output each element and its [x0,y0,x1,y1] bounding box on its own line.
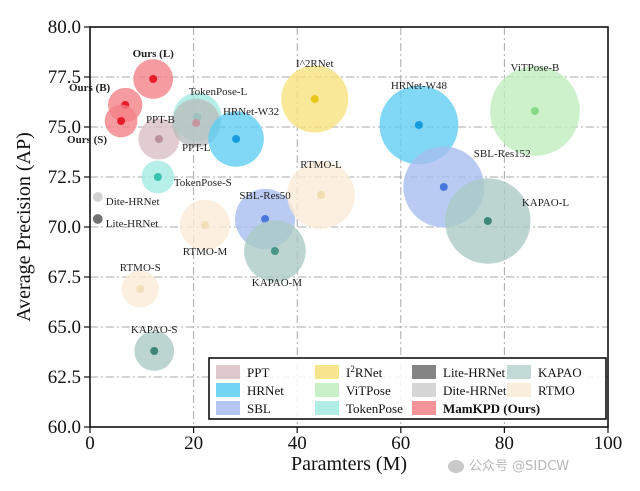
y-tick-label: 62.5 [48,367,81,388]
point-label: SBL-Res152 [474,148,531,160]
point-label: KAPAO-L [522,197,570,209]
watermark: 公众号 @SIDCW [448,455,569,474]
point-label: KAPAO-S [131,324,178,336]
bubble-center-dot [317,191,326,199]
point-label: RTMO-S [120,262,161,274]
point-label: HRNet-W48 [391,80,448,92]
x-tick-label: 80 [495,433,514,454]
y-tick-label: 67.5 [48,267,81,288]
legend-swatch [412,365,436,379]
bubble-center-dot [439,183,448,191]
legend-label: Lite-HRNet [443,365,505,380]
y-tick-label: 60.0 [48,417,81,438]
point-label: Ours (S) [67,134,107,146]
bubble-center-dot [232,135,241,143]
bubble-center-dot [154,135,163,143]
x-tick-label: 20 [184,433,203,454]
point-label: PPT-L [182,142,211,154]
point-label: Dite-HRNet [106,196,160,208]
legend-label: MamKPD (Ours) [443,401,540,416]
y-tick-label: 75.0 [48,117,81,138]
legend-swatch [412,383,436,397]
wechat-icon [448,460,464,473]
point-label: RTMO-L [300,159,342,171]
y-tick-label: 80.0 [48,17,81,38]
legend-label: Dite-HRNet [443,383,507,398]
bubble-center-dot [270,247,279,255]
bubble-center-dot [136,285,145,293]
x-tick-label: 0 [85,433,95,454]
legend-label: I2RNet [346,364,383,380]
legend-label: TokenPose [346,401,403,416]
x-tick-label: 100 [594,433,623,454]
bubble-center-dot [192,119,201,127]
bubble-center-dot [117,117,126,125]
bubble-center-dot [414,121,423,129]
bubble-center-dot [483,217,492,225]
x-tick-label: 40 [288,433,307,454]
bubble-center-dot [93,192,103,202]
legend-swatch [216,401,240,415]
point-label: HRNet-W32 [223,106,279,118]
bubble-center-dot [150,347,159,355]
legend-swatch [412,401,436,415]
point-label: KAPAO-M [252,277,303,289]
legend: PPT HRNet SBL I2RNet ViTPose TokenPose Lite-HR… [208,357,607,420]
y-tick-label: 65.0 [48,317,81,338]
bubble-center-dot [93,214,103,224]
bubbles [92,59,580,371]
legend-label: SBL [247,401,271,416]
bubble-center-dot [530,107,539,115]
legend-swatch [507,383,531,397]
point-label: TokenPose-L [189,86,248,98]
bubble-center-dot [153,173,162,181]
x-axis-title: Paramters (M) [291,453,407,475]
y-tick-label: 72.5 [48,167,81,188]
legend-swatch [315,365,339,379]
y-axis-ticks: 60.0 62.5 65.0 67.5 70.0 72.5 75.0 77.5 80.0 [48,17,90,438]
legend-label: PPT [247,365,269,380]
point-label: ViTPose-B [511,62,560,74]
y-tick-label: 70.0 [48,217,81,238]
legend-swatch [216,365,240,379]
point-label: I^2RNet [296,58,334,70]
bubble-center-dot [200,221,209,229]
legend-swatch [507,365,531,379]
point-label: TokenPose-S [174,177,232,189]
legend-label: HRNet [247,383,284,398]
legend-swatch [216,383,240,397]
x-tick-label: 60 [391,433,410,454]
bubble-center-dot [261,215,270,223]
point-label: RTMO-M [183,246,228,258]
point-label: SBL-Res50 [239,190,291,202]
y-axis-title: Average Precision (AP) [13,132,35,322]
legend-frame [208,357,607,420]
point-label: Ours (L) [133,48,175,60]
bubble-center-dot [310,95,319,103]
point-labels: Ours (L)Ours (B)Ours (S)PPT-BTokenPose-L… [67,48,569,336]
y-tick-label: 77.5 [48,67,81,88]
point-label: PPT-B [146,114,175,126]
watermark-text: 公众号 @SIDCW [469,459,570,474]
point-label: Lite-HRNet [106,218,159,230]
legend-swatch [315,383,339,397]
bubble-center-dot [149,75,158,83]
legend-label: RTMO [538,383,575,398]
legend-label: ViTPose [346,383,391,398]
legend-label: KAPAO [538,365,582,380]
x-axis-ticks: 0 20 40 60 80 100 [85,427,622,454]
legend-swatch [315,401,339,415]
